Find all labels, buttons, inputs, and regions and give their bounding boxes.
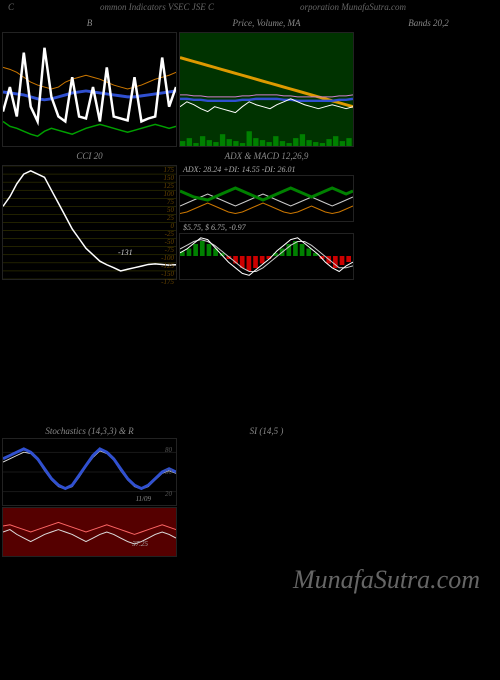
title-rsi: SI (14,5 ) [179, 424, 354, 438]
title-stoch: Stochastics (14,3,3) & R [2, 424, 177, 438]
title-adx: ADX & MACD 12,26,9 [179, 149, 354, 163]
stoch-y-labels: 805020 [165, 439, 172, 505]
chart-rsi: 37.25 [2, 507, 177, 557]
title-b: B [2, 16, 177, 30]
cci-last-value: -131 [118, 248, 133, 257]
chart-stoch: 805020 11/09 [2, 438, 177, 506]
title-cci: CCI 20 [2, 149, 177, 163]
chart-adx-macd-stack: ADX: 28.24 +DI: 14.55 -DI: 26.01 $5.75, … [179, 165, 354, 280]
cci-y-axis-labels: 1751501251007550250-25-50-75-100-125-150… [161, 166, 174, 279]
rsi-value-label: 37.25 [132, 540, 148, 548]
adx-values-label: ADX: 28.24 +DI: 14.55 -DI: 26.01 [179, 165, 354, 174]
title-bands: Bands 20,2 [356, 16, 500, 30]
chart-cci: 1751501251007550250-25-50-75-100-125-150… [2, 165, 177, 280]
macd-values-label: $5.75, $ 6.75, -0.97 [179, 223, 354, 232]
chart-price [179, 32, 354, 147]
chart-b [2, 32, 177, 147]
stoch-date-label: 11/09 [136, 495, 151, 503]
header-center-right: orporation MunafaSutra.com [300, 2, 406, 12]
header-left: C [8, 2, 14, 12]
header-center-left: ommon Indicators VSEC JSE C [100, 2, 214, 12]
chart-bands-empty [356, 32, 500, 147]
title-price: Price, Volume, MA [179, 16, 354, 30]
watermark-text: MunafaSutra.com [293, 565, 480, 595]
